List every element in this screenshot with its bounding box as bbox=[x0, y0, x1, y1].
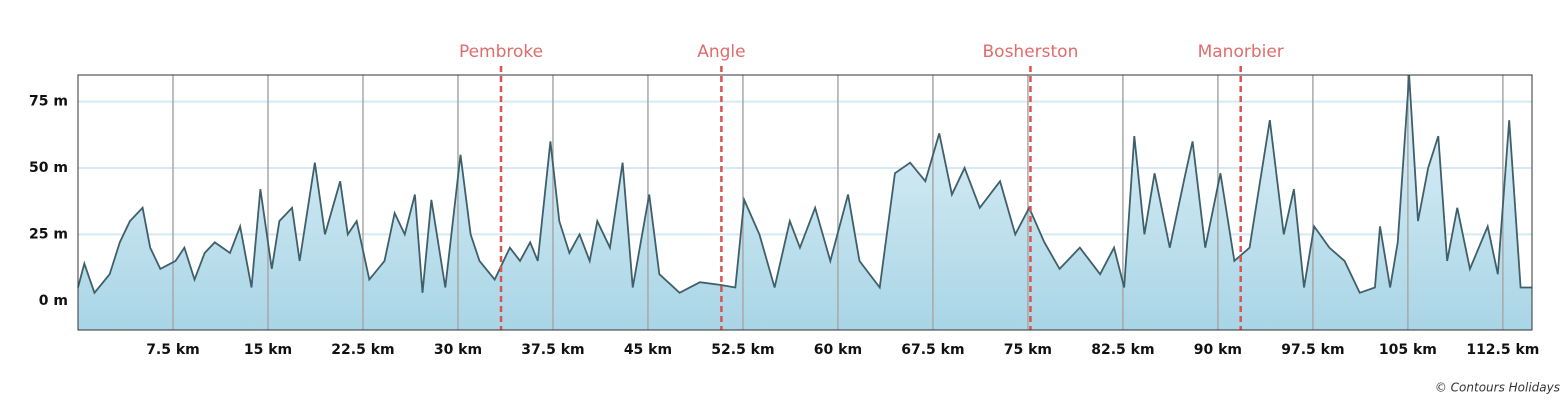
location-label: Angle bbox=[697, 42, 745, 62]
location-label: Pembroke bbox=[459, 42, 543, 62]
x-tick-label: 37.5 km bbox=[521, 342, 584, 358]
x-tick-label: 30 km bbox=[434, 342, 482, 358]
x-tick-label: 52.5 km bbox=[711, 342, 774, 358]
x-tick-label: 112.5 km bbox=[1466, 342, 1539, 358]
x-tick-label: 75 km bbox=[1004, 342, 1052, 358]
x-tick-label: 7.5 km bbox=[146, 342, 200, 358]
elevation-line bbox=[77, 74, 1532, 295]
x-tick-label: 90 km bbox=[1194, 342, 1242, 358]
x-tick-label: 15 km bbox=[244, 342, 292, 358]
x-tick-label: 82.5 km bbox=[1091, 342, 1154, 358]
x-tick-label: 22.5 km bbox=[331, 342, 394, 358]
x-tick-label: 60 km bbox=[814, 342, 862, 358]
plot-border bbox=[77, 74, 1533, 331]
x-tick-label: 105 km bbox=[1379, 342, 1437, 358]
location-label: Bosherston bbox=[983, 42, 1079, 62]
x-tick-label: 97.5 km bbox=[1281, 342, 1344, 358]
x-tick-label: 45 km bbox=[624, 342, 672, 358]
y-tick-label: 25 m bbox=[29, 226, 68, 242]
y-tick-label: 75 m bbox=[29, 94, 68, 110]
x-tick-label: 67.5 km bbox=[901, 342, 964, 358]
y-tick-label: 50 m bbox=[29, 160, 68, 176]
credit: © Contours Holidays bbox=[1435, 381, 1560, 395]
y-tick-label: 0 m bbox=[39, 293, 68, 309]
location-label: Manorbier bbox=[1198, 42, 1284, 62]
